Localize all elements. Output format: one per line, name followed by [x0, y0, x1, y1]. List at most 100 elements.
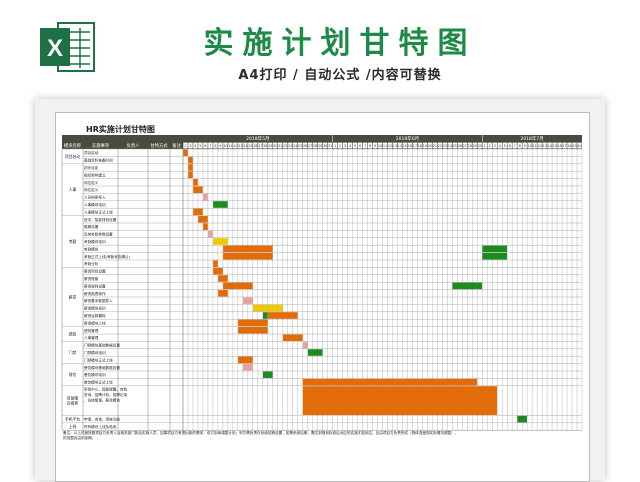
- gantt-bar: [302, 341, 308, 349]
- task-label: 岗位定义: [84, 187, 99, 192]
- gantt-bar: [267, 312, 298, 319]
- day-label: 31: [328, 144, 332, 148]
- day-cell: [447, 142, 453, 149]
- gantt-bar: [203, 193, 208, 201]
- day-label: 25: [453, 144, 457, 148]
- day-cell: [188, 142, 193, 149]
- notes-line: 备注：以上进度按照项目方负责人及相关部门配合实施人员，如果项目方有提出新的需求，…: [63, 430, 458, 435]
- gantt-bar: [213, 201, 228, 208]
- task-label: 薪资基本数据导入: [84, 298, 113, 303]
- day-cell: [352, 142, 358, 149]
- gantt-bar: [218, 290, 228, 297]
- task-label: 薪资运算模拟: [84, 313, 106, 318]
- day-label: 12: [537, 144, 541, 148]
- day-cell: [492, 142, 497, 149]
- day-cell: [497, 142, 502, 149]
- gantt-bar: [213, 260, 218, 267]
- day-label: 13: [238, 144, 242, 148]
- day-cell: [362, 142, 368, 149]
- day-label: 22: [438, 144, 442, 148]
- gantt-bar: [263, 312, 268, 319]
- day-cell: [278, 142, 283, 149]
- task-label: 项目启动: [84, 150, 99, 155]
- banner-title: 实施计划甘特图: [203, 26, 477, 61]
- gantt-bar: [253, 304, 283, 312]
- task-label: 人事模块正式上线: [84, 209, 113, 214]
- gantt-bar: [452, 282, 483, 290]
- excel-icon-letter: X: [47, 35, 63, 62]
- day-cell: [522, 142, 527, 149]
- gantt-bar: [203, 223, 208, 230]
- day-cell: [367, 142, 373, 149]
- day-label: 11: [228, 144, 232, 148]
- day-label: 5: [199, 144, 201, 148]
- day-label: 2: [184, 144, 186, 148]
- day-label: 4: [194, 144, 196, 148]
- gantt-bar: [213, 238, 228, 245]
- day-label: 15: [403, 144, 407, 148]
- day-label: 3: [494, 144, 496, 148]
- day-cell: [402, 142, 408, 149]
- day-label: 16: [253, 144, 257, 148]
- day-cell: [372, 142, 378, 149]
- day-cell: [218, 142, 223, 149]
- day-cell: [357, 142, 363, 149]
- day-label: 5: [504, 144, 506, 148]
- day-cell: [577, 142, 582, 149]
- day-cell: [417, 142, 423, 149]
- day-cell: [397, 142, 403, 149]
- day-label: 18: [263, 144, 267, 148]
- day-cell: [322, 142, 328, 149]
- day-cell: [482, 142, 487, 149]
- day-cell: [263, 142, 268, 149]
- day-label: 1: [334, 144, 336, 148]
- day-cell: [307, 142, 313, 149]
- column-header: 甘特方式: [150, 142, 168, 149]
- module-label: 上线: [69, 424, 77, 429]
- day-label: 10: [223, 144, 227, 148]
- day-cell: [377, 142, 383, 149]
- task-label: 薪资项目设置: [84, 269, 106, 274]
- banner-subtitle: A4打印 / 自动公式 /内容可替换: [238, 68, 442, 83]
- day-label: 17: [258, 144, 262, 148]
- day-label: 5: [354, 144, 356, 148]
- gantt-bar: [482, 245, 507, 253]
- excel-icon: X: [40, 22, 95, 72]
- day-label: 20: [577, 144, 581, 148]
- day-label: 6: [204, 144, 206, 148]
- day-cell: [213, 142, 218, 149]
- day-label: 28: [468, 144, 472, 148]
- day-label: 28: [313, 144, 317, 148]
- day-label: 24: [448, 144, 452, 148]
- day-cell: [432, 142, 438, 149]
- day-cell: [238, 142, 243, 149]
- module-label: 绩效: [69, 332, 77, 337]
- day-label: 25: [298, 144, 302, 148]
- day-cell: [457, 142, 462, 149]
- day-cell: [248, 142, 253, 149]
- day-label: 3: [189, 144, 191, 148]
- day-label: 15: [552, 144, 556, 148]
- day-label: 8: [369, 144, 371, 148]
- day-cell: [233, 142, 238, 149]
- notes-line: 的范围自由的延期。: [63, 435, 95, 440]
- day-cell: [422, 142, 428, 149]
- gantt-bar: [193, 186, 203, 193]
- day-cell: [298, 142, 303, 149]
- gantt-bar: [238, 356, 253, 364]
- gantt-bar: [208, 230, 213, 238]
- day-cell: [387, 142, 393, 149]
- day-cell: [253, 142, 258, 149]
- task-label: 初步设定: [84, 165, 99, 170]
- day-label: 16: [408, 144, 412, 148]
- day-cell: [203, 142, 208, 149]
- day-cell: [502, 142, 507, 149]
- day-label: 9: [219, 144, 221, 148]
- day-label: 8: [519, 144, 521, 148]
- column-header: 负责人: [127, 142, 141, 149]
- day-label: 10: [378, 144, 382, 148]
- day-cell: [258, 142, 263, 149]
- day-cell: [487, 142, 492, 149]
- task-label: 人事模块培训: [84, 202, 106, 207]
- task-label: 薪资模块培训: [84, 306, 106, 311]
